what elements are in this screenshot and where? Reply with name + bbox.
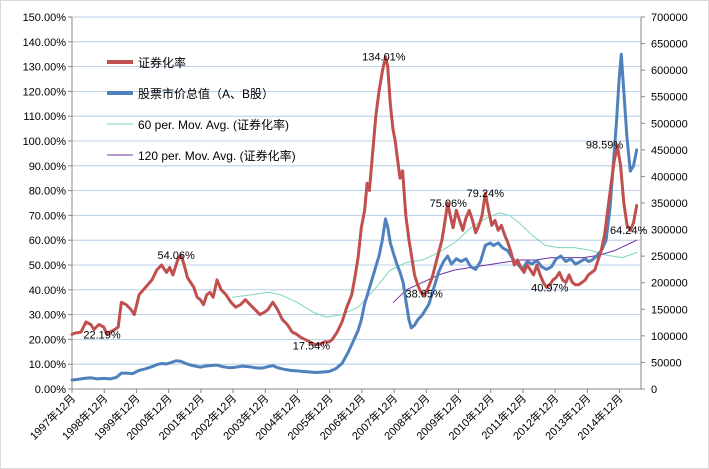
- legend-label: 120 per. Mov. Avg. (证券化率): [138, 148, 296, 163]
- left-tick-label: 110.00%: [23, 111, 66, 123]
- right-tick-label: 300000: [651, 225, 688, 237]
- left-tick-label: 120.00%: [23, 86, 67, 98]
- right-tick-label: 200000: [651, 278, 688, 290]
- series-line-securitization-ratio: [70, 55, 639, 346]
- left-tick-label: 130.00%: [23, 62, 67, 74]
- right-tick-label: 350000: [651, 198, 688, 210]
- right-tick-label: 400000: [651, 171, 688, 183]
- right-tick-label: 50000: [651, 357, 682, 369]
- left-tick-label: 40.00%: [29, 285, 67, 297]
- data-label: 40.97%: [531, 282, 569, 294]
- left-tick-label: 30.00%: [29, 310, 67, 322]
- left-tick-label: 80.00%: [29, 186, 67, 198]
- right-tick-label: 650000: [651, 39, 688, 51]
- left-tick-label: 100.00%: [23, 136, 67, 148]
- data-label: 17.54%: [293, 341, 331, 353]
- legend-label: 证券化率: [138, 55, 186, 70]
- right-tick-label: 700000: [651, 12, 688, 24]
- gridlines: [72, 16, 641, 365]
- left-tick-label: 10.00%: [29, 359, 67, 371]
- data-label: 98.59%: [586, 139, 624, 151]
- right-tick-label: 0: [651, 384, 657, 396]
- right-tick-label: 500000: [651, 118, 688, 130]
- data-label: 134.01%: [362, 52, 406, 64]
- right-tick-label: 250000: [651, 251, 688, 263]
- data-label: 75.06%: [430, 198, 468, 210]
- left-tick-label: 90.00%: [29, 161, 67, 173]
- legend-label: 60 per. Mov. Avg. (证券化率): [138, 117, 289, 132]
- right-tick-label: 100000: [651, 331, 688, 343]
- left-axis-ticks: 0.00% 10.00% 20.00% 30.00% 40.00% 50.00% 60.00…: [23, 12, 72, 396]
- data-label: 38.65%: [405, 289, 443, 301]
- left-tick-label: 140.00%: [23, 37, 67, 49]
- series-line-ma60: [232, 212, 638, 318]
- left-tick-label: 60.00%: [29, 235, 67, 247]
- series-line-market-cap: [70, 52, 639, 382]
- right-tick-label: 150000: [651, 304, 688, 316]
- left-tick-label: 50.00%: [29, 260, 67, 272]
- legend-label: 股票市价总值（A、B股）: [138, 86, 274, 101]
- annotations: 22.19% 54.06% 17.54% 134.01% 38.65% 75.06%79.…: [83, 52, 647, 353]
- series-group: [70, 52, 639, 382]
- data-label: 64.24%: [610, 225, 648, 237]
- left-tick-label: 70.00%: [29, 210, 67, 222]
- right-tick-label: 450000: [651, 145, 688, 157]
- right-tick-label: 550000: [651, 92, 688, 104]
- right-tick-label: 600000: [651, 65, 688, 77]
- left-tick-label: 0.00%: [35, 384, 66, 396]
- data-label: 79.24%: [467, 188, 505, 200]
- data-label: 54.06%: [157, 250, 195, 262]
- left-tick-label: 150.00%: [23, 12, 67, 24]
- data-label: 22.19%: [83, 329, 121, 341]
- right-axis-ticks: 0 50000 100000 150000 200000 250000 300000 3500…: [641, 12, 688, 396]
- left-tick-label: 20.00%: [29, 334, 67, 346]
